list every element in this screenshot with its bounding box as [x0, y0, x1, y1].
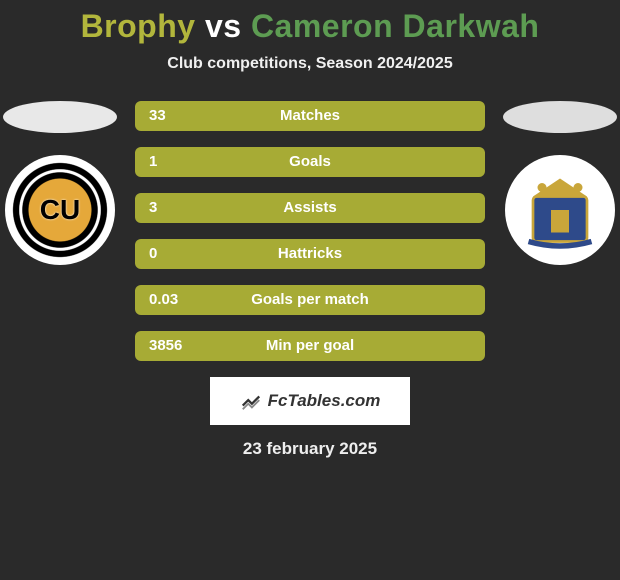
stat-label: Min per goal	[135, 331, 485, 361]
player-b-name: Cameron Darkwah	[251, 8, 539, 44]
date-label: 23 february 2025	[0, 439, 620, 459]
comparison-content: CU 33Matches 1Goals 3Assists 0Hattricks 0.03…	[0, 101, 620, 459]
chart-icon	[240, 390, 262, 412]
player-a-name: Brophy	[81, 8, 196, 44]
club-a-crest: CU	[5, 155, 115, 265]
stat-label: Assists	[135, 193, 485, 223]
club-a-crest-text: CU	[40, 194, 80, 226]
club-b-crest-icon	[515, 165, 605, 255]
vs-label: vs	[205, 8, 242, 44]
stat-row: 0.03Goals per match	[135, 285, 485, 315]
stat-label: Matches	[135, 101, 485, 131]
stat-row: 33Matches	[135, 101, 485, 131]
player-a-photo-placeholder	[3, 101, 117, 133]
stat-row: 3856Min per goal	[135, 331, 485, 361]
watermark-text: FcTables.com	[268, 391, 381, 411]
player-b-badge-col	[500, 101, 620, 265]
stat-row: 1Goals	[135, 147, 485, 177]
player-a-badge-col: CU	[0, 101, 120, 265]
stat-label: Goals	[135, 147, 485, 177]
stat-label: Goals per match	[135, 285, 485, 315]
club-b-crest	[505, 155, 615, 265]
subtitle: Club competitions, Season 2024/2025	[0, 55, 620, 73]
player-b-photo-placeholder	[503, 101, 617, 133]
stat-row: 0Hattricks	[135, 239, 485, 269]
stats-list: 33Matches 1Goals 3Assists 0Hattricks 0.03Goa…	[135, 101, 485, 361]
stat-row: 3Assists	[135, 193, 485, 223]
watermark: FcTables.com	[210, 377, 410, 425]
stat-label: Hattricks	[135, 239, 485, 269]
page-title: Brophy vs Cameron Darkwah	[0, 0, 620, 45]
